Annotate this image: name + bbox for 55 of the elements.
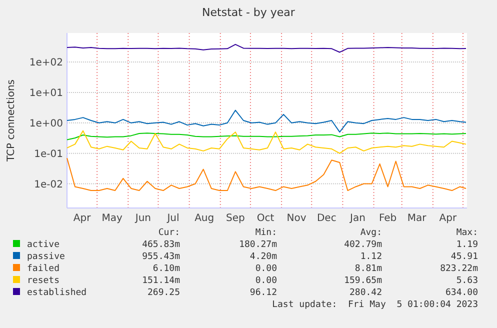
text: 159.65m xyxy=(344,276,382,286)
x-tick-label: May xyxy=(102,213,123,224)
text: 0.00 xyxy=(255,264,277,274)
x-tick-label: Apr xyxy=(439,213,458,224)
text: 5.63 xyxy=(456,276,478,286)
x-tick-label: Mar xyxy=(407,213,428,224)
text: 45.91 xyxy=(450,252,478,262)
text: 96.12 xyxy=(250,288,277,298)
text: 402.79m xyxy=(344,240,382,250)
legend-label: resets xyxy=(27,276,60,286)
x-tick-label: Jun xyxy=(134,213,152,224)
text: 269.25 xyxy=(147,288,180,298)
text: 8.81m xyxy=(354,264,382,274)
text: 634.00 xyxy=(445,288,478,298)
text: Last update: Fri May 5 01:00:04 2023 xyxy=(272,300,478,310)
text: 280.42 xyxy=(349,288,382,298)
text: 151.14m xyxy=(142,276,180,286)
text: 0.00 xyxy=(255,276,277,286)
text: Cur: xyxy=(158,228,180,238)
legend-label: established xyxy=(27,288,87,298)
y-tick-label: 1e+01 xyxy=(29,88,63,99)
text: 1.19 xyxy=(456,240,478,250)
legend-label: failed xyxy=(27,264,60,274)
line-series xyxy=(66,110,466,133)
legend-label: passive xyxy=(27,252,65,262)
text: Avg: xyxy=(360,228,382,238)
text: 955.43m xyxy=(142,252,180,262)
text: 823.22m xyxy=(440,264,478,274)
text: Max: xyxy=(456,228,478,238)
y-tick-label: 1e+00 xyxy=(29,118,63,130)
text: 1.12 xyxy=(360,252,382,262)
text: Min: xyxy=(255,228,277,238)
line-series xyxy=(66,158,466,192)
x-tick-label: Jan xyxy=(349,213,366,224)
legend-label: active xyxy=(27,240,60,250)
x-tick-label: Nov xyxy=(286,213,306,224)
line-series xyxy=(66,44,466,53)
y-tick-label: 1e+02 xyxy=(29,58,63,69)
x-tick-label: Apr xyxy=(73,213,92,224)
x-tick-label: Dec xyxy=(316,213,336,224)
x-tick-label: Jul xyxy=(166,213,180,224)
y-axis-title: TCP connections xyxy=(6,79,17,163)
text: 465.83m xyxy=(142,240,180,250)
text: 6.10m xyxy=(152,264,180,274)
x-tick-label: Feb xyxy=(378,213,397,224)
y-tick-label: 1e-02 xyxy=(34,179,63,190)
line-series xyxy=(66,130,466,154)
y-tick-label: 1e-01 xyxy=(34,148,63,160)
x-tick-label: Aug xyxy=(194,213,214,224)
x-tick-label: Oct xyxy=(256,213,274,224)
text: 180.27m xyxy=(239,240,277,250)
chart-title: Netstat - by year xyxy=(202,6,296,19)
line-series xyxy=(66,132,466,140)
x-tick-label: Sep xyxy=(226,213,245,224)
text: 4.20m xyxy=(250,252,277,262)
